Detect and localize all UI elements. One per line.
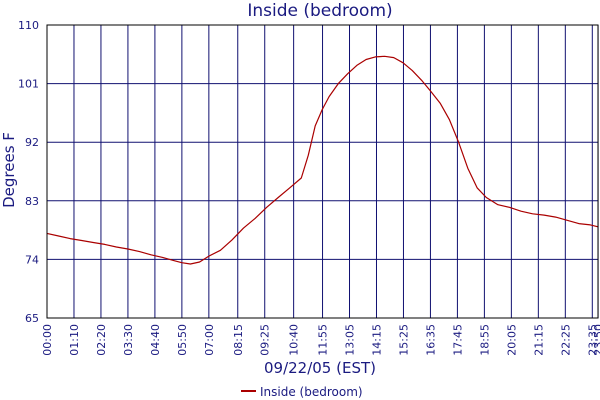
y-tick-label: 92 — [25, 136, 39, 149]
y-axis-label: Degrees F — [0, 132, 18, 208]
x-tick-label: 00:00 — [41, 324, 54, 356]
legend-label: Inside (bedroom) — [260, 385, 363, 399]
y-tick-label: 65 — [25, 312, 39, 325]
x-tick-label: 13:05 — [344, 324, 357, 356]
x-tick-label: 18:55 — [478, 324, 491, 356]
x-tick-label: 04:40 — [149, 324, 162, 356]
x-tick-label: 23:35 — [586, 324, 599, 356]
x-tick-label: 10:40 — [288, 324, 301, 356]
x-tick-label: 20:05 — [505, 324, 518, 356]
x-tick-label: 05:50 — [176, 324, 189, 356]
x-tick-label: 02:20 — [95, 324, 108, 356]
x-tick-label: 22:25 — [559, 324, 572, 356]
legend: Inside (bedroom) — [241, 385, 363, 399]
chart-title: Inside (bedroom) — [247, 1, 392, 21]
x-axis-label: 09/22/05 (EST) — [264, 359, 376, 377]
x-tick-labels: 00:00 01:10 02:20 03:30 04:40 05:50 07:00 08:15… — [41, 324, 600, 356]
grid-lines — [46, 24, 599, 319]
x-tick-label: 07:00 — [203, 324, 216, 356]
x-tick-label: 21:15 — [532, 324, 545, 356]
x-tick-label: 17:45 — [451, 324, 464, 356]
y-tick-labels: 65 74 83 92 101 110 — [18, 19, 39, 325]
series-lines — [46, 55, 599, 265]
x-tick-label: 15:25 — [397, 324, 410, 356]
y-tick-label: 74 — [25, 253, 39, 266]
x-tick-label: 08:15 — [232, 324, 245, 356]
x-tick-label: 01:10 — [68, 324, 81, 356]
x-tick-label: 23:50 — [592, 324, 600, 356]
series-line — [46, 55, 599, 265]
x-tick-label: 09:25 — [259, 324, 272, 356]
y-tick-label: 83 — [25, 195, 39, 208]
x-tick-label: 14:15 — [370, 324, 383, 356]
x-tick-label: 11:55 — [317, 324, 330, 356]
x-tick-label: 16:35 — [424, 324, 437, 356]
y-tick-label: 101 — [18, 78, 39, 91]
y-tick-label: 110 — [18, 19, 39, 32]
x-tick-label: 03:30 — [122, 324, 135, 356]
plot-frame — [46, 24, 599, 319]
